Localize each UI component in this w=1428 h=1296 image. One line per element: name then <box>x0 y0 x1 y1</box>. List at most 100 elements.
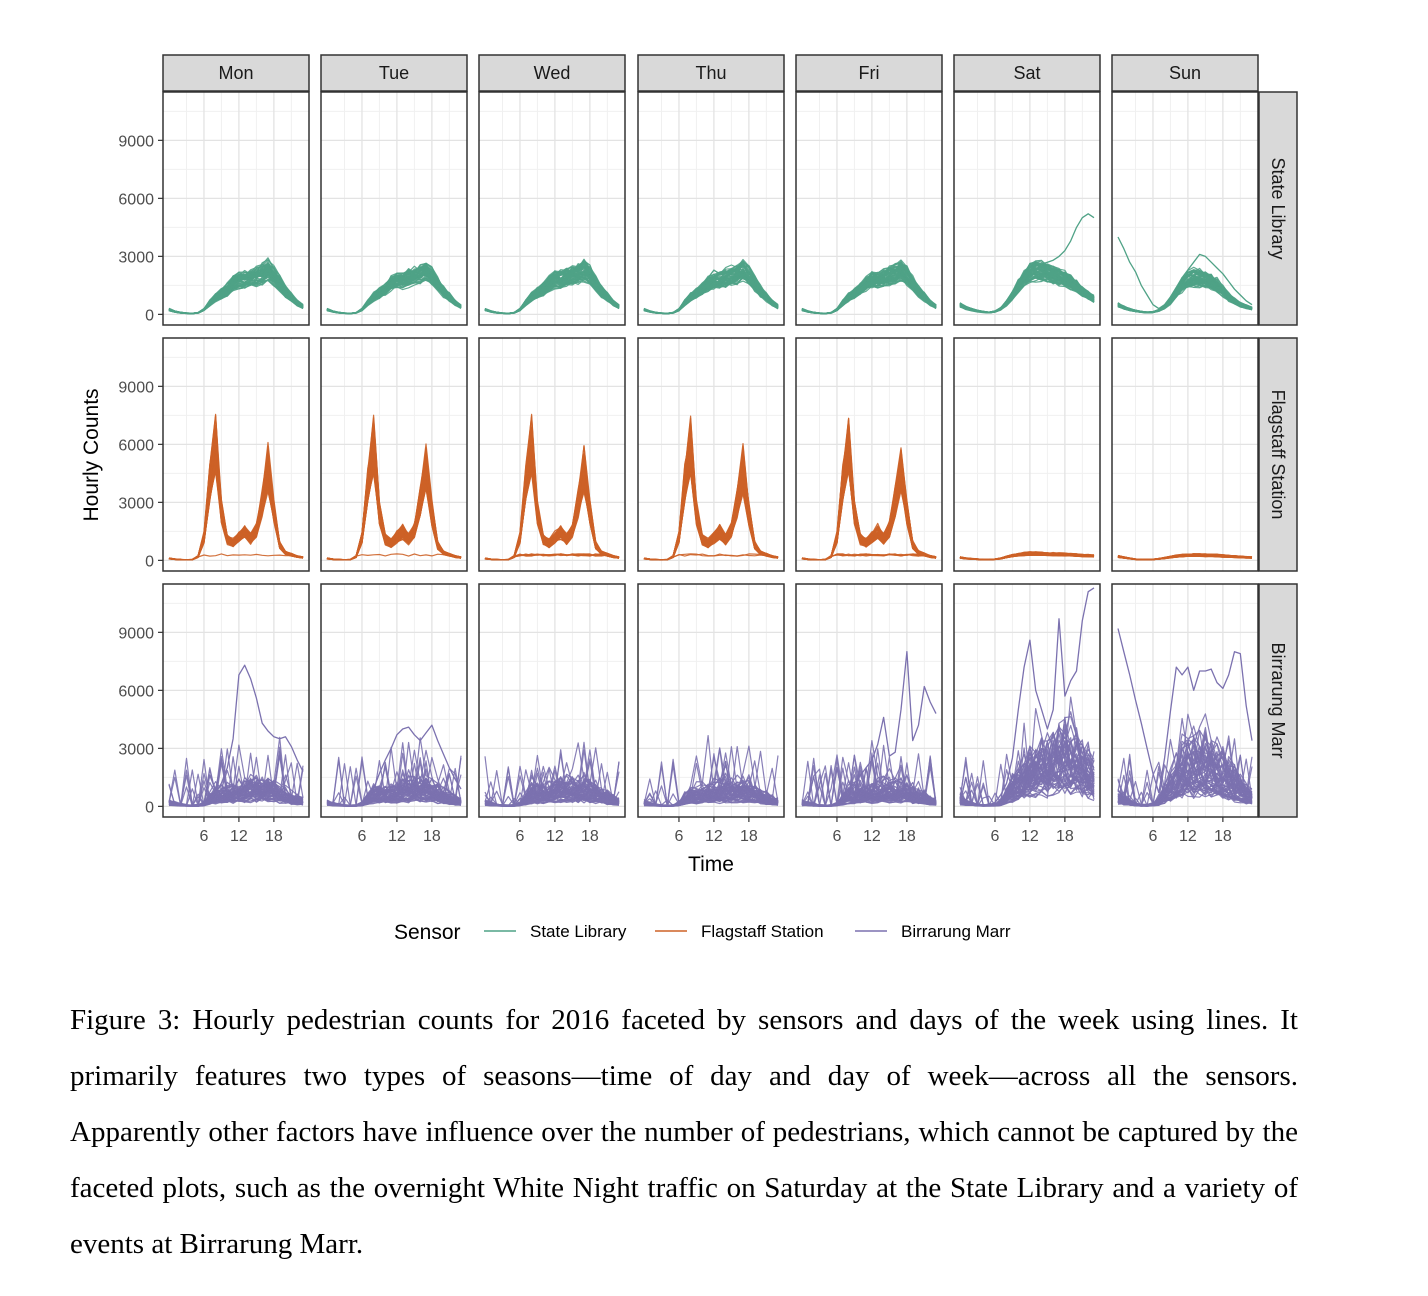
series-line <box>168 272 304 315</box>
legend-title: Sensor <box>394 921 461 944</box>
y-tick-label: 6000 <box>118 683 154 700</box>
strip-tue <box>320 54 468 92</box>
series-line <box>168 769 304 807</box>
series-line <box>484 464 620 561</box>
panel-birrarung-marr-wed: 6 12 18 <box>478 583 626 845</box>
panel-birrarung-marr-thu: 6 12 18 <box>637 583 785 845</box>
panel-background <box>321 338 467 571</box>
y-tick-label: 6000 <box>118 191 154 208</box>
panel-state-library-mon: 0 3000 6000 9000 <box>118 91 310 326</box>
series-line <box>326 269 462 314</box>
series-line <box>1117 780 1253 807</box>
y-tick-label: 6000 <box>118 437 154 454</box>
x-tick-label: 18 <box>898 828 916 845</box>
panel-border <box>637 337 785 572</box>
y-tick-label: 3000 <box>118 495 154 512</box>
legend: Sensor State Library Flagstaff Station Birr… <box>394 921 1011 944</box>
strip-label-thu: Thu <box>695 63 726 83</box>
y-tick-label: 0 <box>145 799 154 816</box>
x-tick-label: 18 <box>1214 828 1232 845</box>
x-tick-label: 6 <box>358 828 367 845</box>
panel-birrarung-marr-fri: 6 12 18 <box>795 583 943 845</box>
panel-border <box>953 337 1101 572</box>
series-line <box>1117 280 1253 314</box>
x-axis-title: Time <box>688 853 734 876</box>
notable-series-line <box>959 587 1095 807</box>
x-tick-label: 6 <box>675 828 684 845</box>
panel-border <box>162 337 310 572</box>
panel-background <box>954 338 1100 571</box>
panel-birrarung-marr-sun: 6 12 18 <box>1111 583 1259 845</box>
strip-label-sun: Sun <box>1169 63 1201 83</box>
panel-border <box>320 583 468 818</box>
panel-flagstaff-station-mon: 0 3000 6000 9000 <box>118 337 310 572</box>
panel-background <box>163 338 309 571</box>
panel-state-library-thu <box>637 91 785 326</box>
series-line <box>1117 739 1253 807</box>
panel-state-library-tue <box>320 91 468 326</box>
panel-border <box>953 91 1101 326</box>
strip-mon <box>162 54 310 92</box>
panel-border <box>795 91 943 326</box>
faceted-line-chart: Mon Tue Wed Thu Fri Sat Sun State Library Flagst… <box>80 54 1298 944</box>
panel-border <box>478 337 626 572</box>
panel-border <box>162 583 310 818</box>
strip-label-mon: Mon <box>218 63 253 83</box>
x-tick-label: 12 <box>1021 828 1039 845</box>
panel-background <box>796 338 942 571</box>
series-line <box>326 447 462 561</box>
series-line <box>1117 725 1253 806</box>
x-tick-label: 12 <box>546 828 564 845</box>
panel-background <box>1112 338 1258 571</box>
y-tick-label: 3000 <box>118 249 154 266</box>
panel-background <box>638 338 784 571</box>
series-line <box>643 788 779 807</box>
strip-wed <box>478 54 626 92</box>
panel-birrarung-marr-sat: 6 12 18 <box>953 583 1101 845</box>
y-axis-title: Hourly Counts <box>80 388 103 521</box>
panel-border <box>795 583 943 818</box>
y-tick-label: 3000 <box>118 741 154 758</box>
x-tick-label: 18 <box>423 828 441 845</box>
series-line <box>168 442 304 561</box>
series-line <box>959 263 1095 313</box>
x-tick-label: 6 <box>516 828 525 845</box>
series-line <box>801 794 936 807</box>
panel-border <box>1111 583 1259 818</box>
panel-state-library-wed <box>478 91 626 326</box>
notable-series-line <box>168 664 304 807</box>
notable-series-line <box>1117 236 1253 310</box>
y-tick-label: 9000 <box>118 133 154 150</box>
panel-flagstaff-station-sat <box>953 337 1101 572</box>
strip-fri <box>795 54 943 92</box>
x-tick-label: 18 <box>265 828 283 845</box>
strip-label-wed: Wed <box>534 63 571 83</box>
x-tick-label: 12 <box>705 828 723 845</box>
x-tick-label: 18 <box>1056 828 1074 845</box>
strip-label-flagstaff-station: Flagstaff Station <box>1268 390 1288 520</box>
panel-state-library-fri <box>795 91 943 326</box>
x-tick-label: 6 <box>1149 828 1158 845</box>
panel-border <box>320 91 468 326</box>
y-tick-label: 9000 <box>118 379 154 396</box>
panel-background <box>479 338 625 571</box>
strip-sun <box>1111 54 1259 92</box>
legend-label-state-library: State Library <box>530 922 627 941</box>
series-line <box>801 457 937 561</box>
panel-border <box>637 91 785 326</box>
x-tick-label: 18 <box>740 828 758 845</box>
panel-birrarung-marr-mon: 0 3000 6000 9000 6 12 18 <box>118 583 310 845</box>
series-line <box>643 765 779 806</box>
panel-border <box>320 337 468 572</box>
panel-border <box>478 583 626 818</box>
strip-label-sat: Sat <box>1013 63 1040 83</box>
panel-border <box>795 337 943 572</box>
panel-flagstaff-station-fri <box>795 337 943 572</box>
strip-birrarung-marr <box>1258 583 1298 818</box>
panel-birrarung-marr-tue: 6 12 18 <box>320 583 468 845</box>
panel-border <box>1111 91 1259 326</box>
panel-flagstaff-station-thu <box>637 337 785 572</box>
panel-background <box>321 584 467 817</box>
panel-flagstaff-station-sun <box>1111 337 1259 572</box>
x-tick-label: 6 <box>991 828 1000 845</box>
